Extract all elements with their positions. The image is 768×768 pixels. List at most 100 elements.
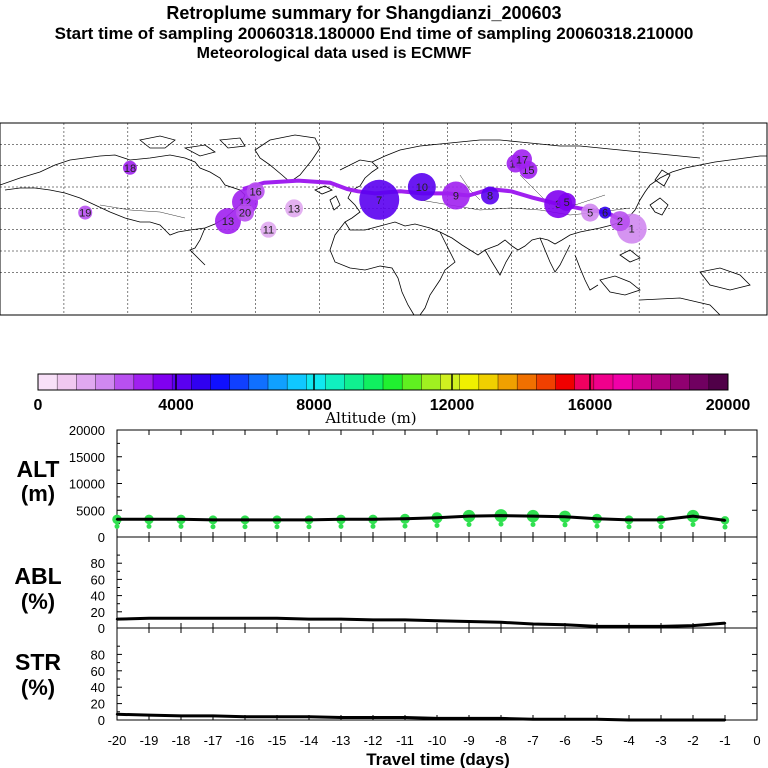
x-tick-label: -14 <box>300 733 319 748</box>
cluster-marker <box>285 199 304 218</box>
colorbar-swatch <box>593 374 614 390</box>
series-line <box>116 712 725 722</box>
cluster-label: 2 <box>617 216 623 228</box>
series-point <box>403 618 407 622</box>
colorbar-tick-label: 0 <box>34 397 43 414</box>
cluster-label: 10 <box>416 182 428 194</box>
cluster-label: 3 <box>555 199 561 211</box>
series-point <box>499 514 503 517</box>
colorbar-swatch <box>517 374 537 390</box>
series-point <box>467 514 471 518</box>
y-tick-label: 20000 <box>69 423 105 438</box>
series-point <box>211 714 215 718</box>
series-point <box>499 621 503 624</box>
alt-spread-point <box>658 524 664 530</box>
colorbar-swatch <box>268 374 288 390</box>
series-point <box>531 514 535 518</box>
alt-units: (m) <box>21 481 55 506</box>
x-tick-label: -11 <box>396 733 414 748</box>
series-point <box>467 620 471 623</box>
alt-spread-point <box>274 524 280 530</box>
alt-spread-point <box>466 521 472 527</box>
y-tick-label: 0 <box>98 713 105 728</box>
series-point <box>307 518 311 522</box>
series-point <box>147 518 151 521</box>
series-point <box>595 517 599 521</box>
series-point <box>147 713 151 717</box>
map-panel: 123556789101112131314151617181920 <box>0 122 768 316</box>
cluster-label: 16 <box>250 186 262 198</box>
series-point <box>659 625 663 628</box>
alt-spread-point <box>210 524 216 530</box>
cluster-marker <box>260 221 277 238</box>
series-point <box>371 518 375 521</box>
colorbar-swatch <box>421 374 441 390</box>
panel-frame <box>116 627 758 721</box>
y-tick-label: 40 <box>91 589 105 604</box>
series-point <box>723 621 727 625</box>
alt-label: ALT <box>16 456 59 482</box>
series-point <box>179 617 183 620</box>
series-point <box>179 714 183 718</box>
series-line <box>117 514 726 522</box>
series-point <box>307 715 311 718</box>
x-tick-label: -10 <box>428 733 447 748</box>
cluster-label: 5 <box>564 197 570 209</box>
colorbar-swatch <box>210 374 230 390</box>
colorbar-swatch <box>536 374 556 390</box>
colorbar-swatch <box>306 374 326 390</box>
alt-spread-point <box>402 523 408 529</box>
series-point <box>467 717 471 720</box>
series-point <box>243 617 247 620</box>
y-tick-label: 0 <box>98 621 105 636</box>
colorbar-tick-label: 8000 <box>296 397 332 414</box>
colorbar-swatch <box>76 374 96 390</box>
y-tick-label: 80 <box>91 647 105 662</box>
series-point <box>115 617 119 621</box>
y-tick-label: 60 <box>91 664 105 679</box>
cluster-label: 8 <box>487 191 493 203</box>
series-point <box>627 518 631 522</box>
colorbar-swatch <box>670 374 690 390</box>
cluster-marker <box>78 205 93 220</box>
series-point <box>691 624 695 627</box>
x-tick-label: -13 <box>332 733 351 748</box>
x-tick-label: -2 <box>687 733 699 748</box>
cluster-marker <box>581 203 600 222</box>
colorbar-swatch <box>478 374 499 390</box>
cluster-marker <box>407 173 436 201</box>
x-axis-label: Travel time (days) <box>366 750 510 768</box>
cluster-label: 17 <box>516 154 528 166</box>
cluster-marker <box>214 208 241 235</box>
series-point <box>115 518 119 521</box>
y-tick-label: 40 <box>91 680 105 695</box>
series-point <box>435 619 439 622</box>
alt-spread-point <box>434 522 440 528</box>
series-point <box>275 715 279 718</box>
alt-spread-point <box>498 521 504 527</box>
series-point <box>531 717 535 721</box>
panel-alt: 0 5000 10000 15000 20000 <box>69 423 758 545</box>
series-point <box>179 518 183 521</box>
series-point <box>275 617 279 620</box>
x-tick-label: -17 <box>204 733 223 748</box>
colorbar-swatch <box>632 374 652 390</box>
alt-spread-point <box>722 524 728 530</box>
cluster-label: 1 <box>629 224 635 236</box>
series-point <box>435 516 439 519</box>
x-tick-label: -4 <box>623 733 635 748</box>
series-point <box>115 713 119 716</box>
x-tick-label: -12 <box>364 733 383 748</box>
series-point <box>243 518 247 522</box>
cluster-label: 11 <box>263 225 274 237</box>
x-tick-label: -16 <box>236 733 255 748</box>
cluster-label: 9 <box>453 191 459 203</box>
series-point <box>723 718 727 722</box>
alt-spread-point <box>690 521 696 527</box>
x-tick-label: -3 <box>655 733 667 748</box>
series-point <box>595 625 599 628</box>
series-line <box>116 616 726 628</box>
colorbar-swatch <box>229 374 250 390</box>
x-tick-label: 0 <box>753 733 760 748</box>
